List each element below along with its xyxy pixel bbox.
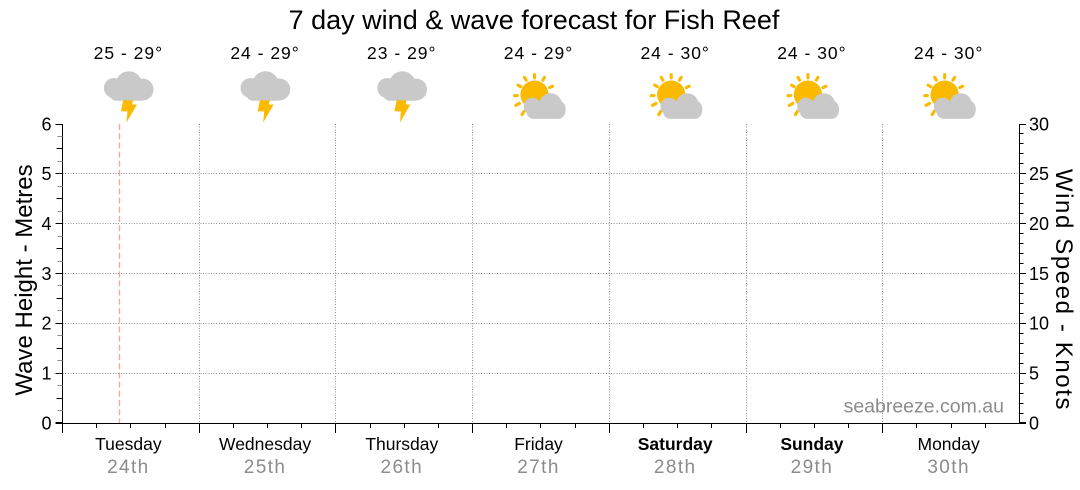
svg-text:Saturday: Saturday — [638, 434, 713, 454]
svg-text:28th: 28th — [654, 457, 697, 478]
svg-text:30th: 30th — [927, 457, 970, 478]
svg-text:27th: 27th — [517, 457, 560, 478]
svg-text:Tuesday: Tuesday — [95, 434, 162, 454]
svg-text:10: 10 — [1029, 314, 1049, 334]
svg-text:26th: 26th — [380, 457, 423, 478]
svg-text:29th: 29th — [791, 457, 834, 478]
svg-text:Thursday: Thursday — [365, 434, 438, 454]
svg-text:5: 5 — [41, 164, 51, 184]
svg-text:Wind Speed - Knots: Wind Speed - Knots — [1050, 169, 1077, 411]
svg-text:7 day wind & wave forecast for: 7 day wind & wave forecast for Fish Reef — [289, 5, 780, 35]
svg-text:Monday: Monday — [918, 434, 981, 454]
svg-text:24 - 29°: 24 - 29° — [504, 43, 573, 63]
svg-text:4: 4 — [41, 214, 51, 234]
svg-text:2: 2 — [41, 314, 51, 334]
svg-text:24 - 30°: 24 - 30° — [640, 43, 709, 63]
svg-text:Wednesday: Wednesday — [219, 434, 311, 454]
svg-text:seabreeze.com.au: seabreeze.com.au — [844, 396, 1004, 418]
svg-text:20: 20 — [1029, 214, 1049, 234]
svg-text:15: 15 — [1029, 264, 1049, 284]
svg-text:24 - 29°: 24 - 29° — [230, 43, 299, 63]
svg-text:24th: 24th — [107, 457, 150, 478]
svg-text:30: 30 — [1029, 114, 1049, 134]
svg-text:1: 1 — [41, 363, 51, 383]
svg-text:6: 6 — [41, 114, 51, 134]
svg-text:Sunday: Sunday — [780, 434, 843, 454]
svg-text:23 - 29°: 23 - 29° — [367, 43, 436, 63]
svg-text:3: 3 — [41, 264, 51, 284]
svg-text:0: 0 — [41, 413, 51, 433]
svg-text:Wave Height - Metres: Wave Height - Metres — [11, 164, 38, 395]
svg-text:24 - 30°: 24 - 30° — [777, 43, 846, 63]
svg-text:25 - 29°: 25 - 29° — [94, 43, 163, 63]
svg-text:0: 0 — [1029, 413, 1039, 433]
svg-text:24 - 30°: 24 - 30° — [914, 43, 983, 63]
svg-text:5: 5 — [1029, 363, 1039, 383]
svg-text:25th: 25th — [244, 457, 287, 478]
svg-text:25: 25 — [1029, 164, 1049, 184]
svg-text:Friday: Friday — [514, 434, 563, 454]
